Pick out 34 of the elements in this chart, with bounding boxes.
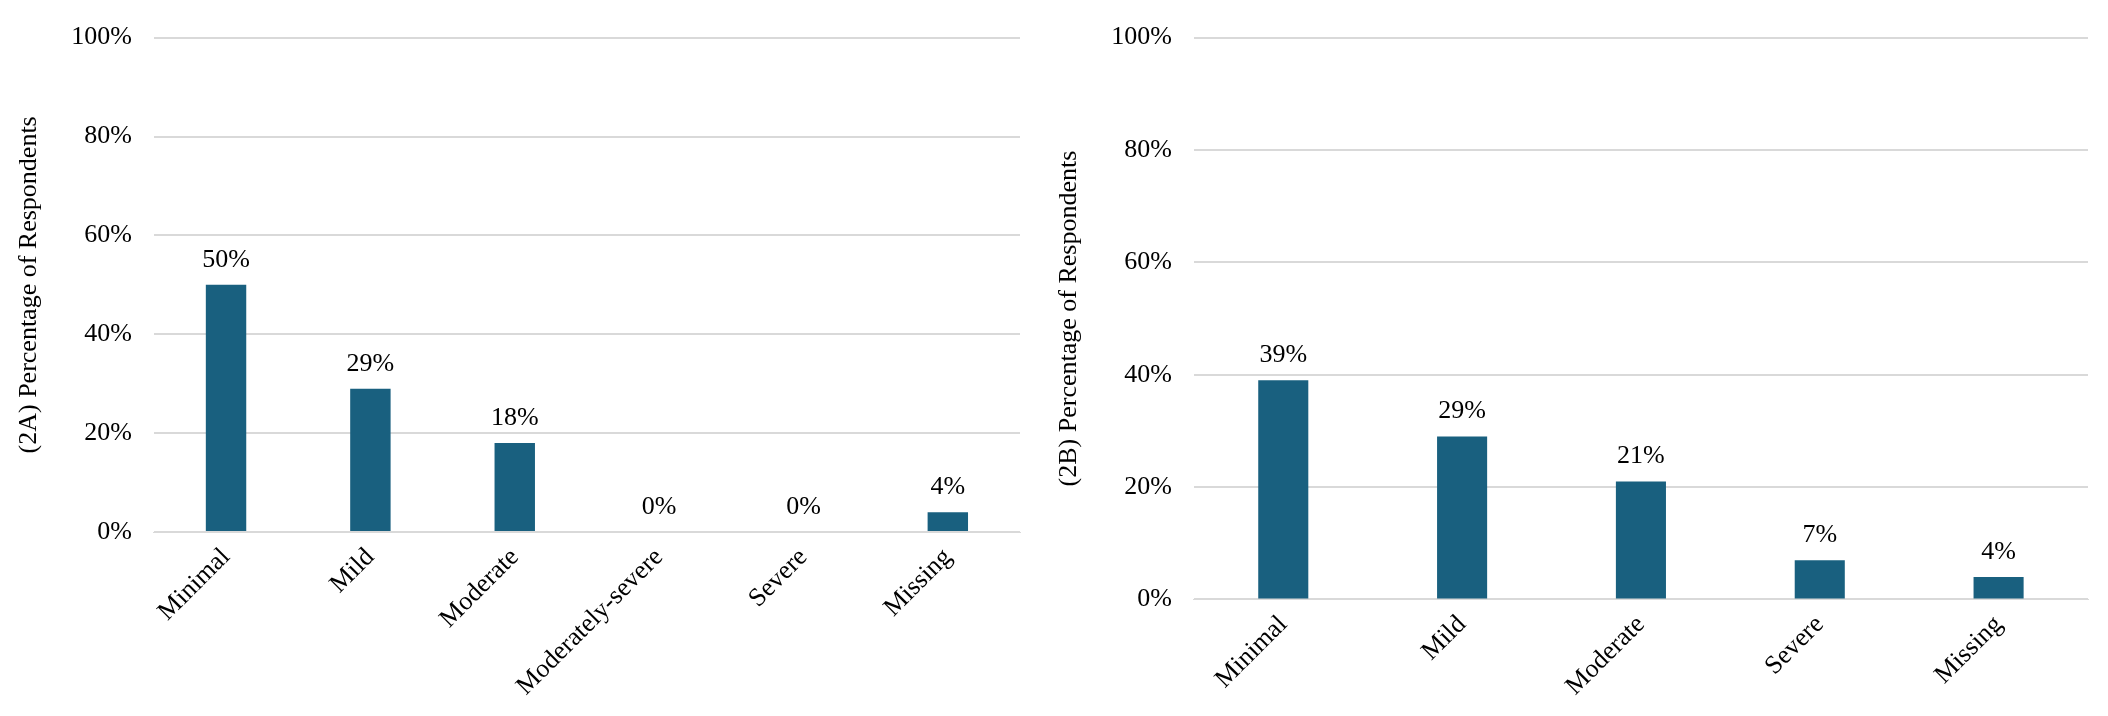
data-label: 0% (641, 490, 677, 520)
data-label: 29% (346, 347, 395, 377)
bar (350, 388, 391, 532)
data-label: 4% (930, 471, 966, 501)
data-label: 50% (202, 243, 250, 273)
data-label: 39% (1259, 339, 1308, 369)
y-tick-label: 60% (84, 219, 132, 249)
y-tick-label: 80% (1124, 133, 1172, 163)
data-label: 29% (1438, 395, 1486, 425)
data-label: 4% (1981, 535, 2016, 565)
y-tick-label: 80% (84, 120, 132, 150)
y-tick-label: 0% (97, 515, 132, 545)
data-label: 18% (490, 401, 539, 431)
y-axis-title: (2B) Percentage of Respondents (1053, 150, 1083, 487)
y-axis-title: (2A) Percentage of Respondents (13, 116, 43, 454)
y-tick-label: 100% (71, 21, 132, 51)
y-tick-label: 60% (1124, 246, 1172, 276)
bar (205, 284, 247, 532)
bar (494, 443, 535, 532)
data-label: 21% (1617, 440, 1665, 470)
bar (1258, 380, 1309, 599)
y-tick-label: 40% (84, 318, 132, 348)
bar (1437, 436, 1488, 599)
data-label: 0% (786, 490, 821, 520)
data-label: 7% (1802, 518, 1838, 548)
y-tick-label: 20% (1124, 470, 1172, 500)
y-tick-label: 0% (1137, 583, 1172, 613)
y-tick-label: 40% (1124, 358, 1172, 388)
bar (1973, 577, 2024, 599)
bar (927, 512, 969, 532)
bar (1794, 560, 1845, 599)
y-tick-label: 100% (1111, 21, 1172, 51)
bar (1615, 481, 1666, 599)
y-tick-label: 20% (84, 417, 132, 447)
